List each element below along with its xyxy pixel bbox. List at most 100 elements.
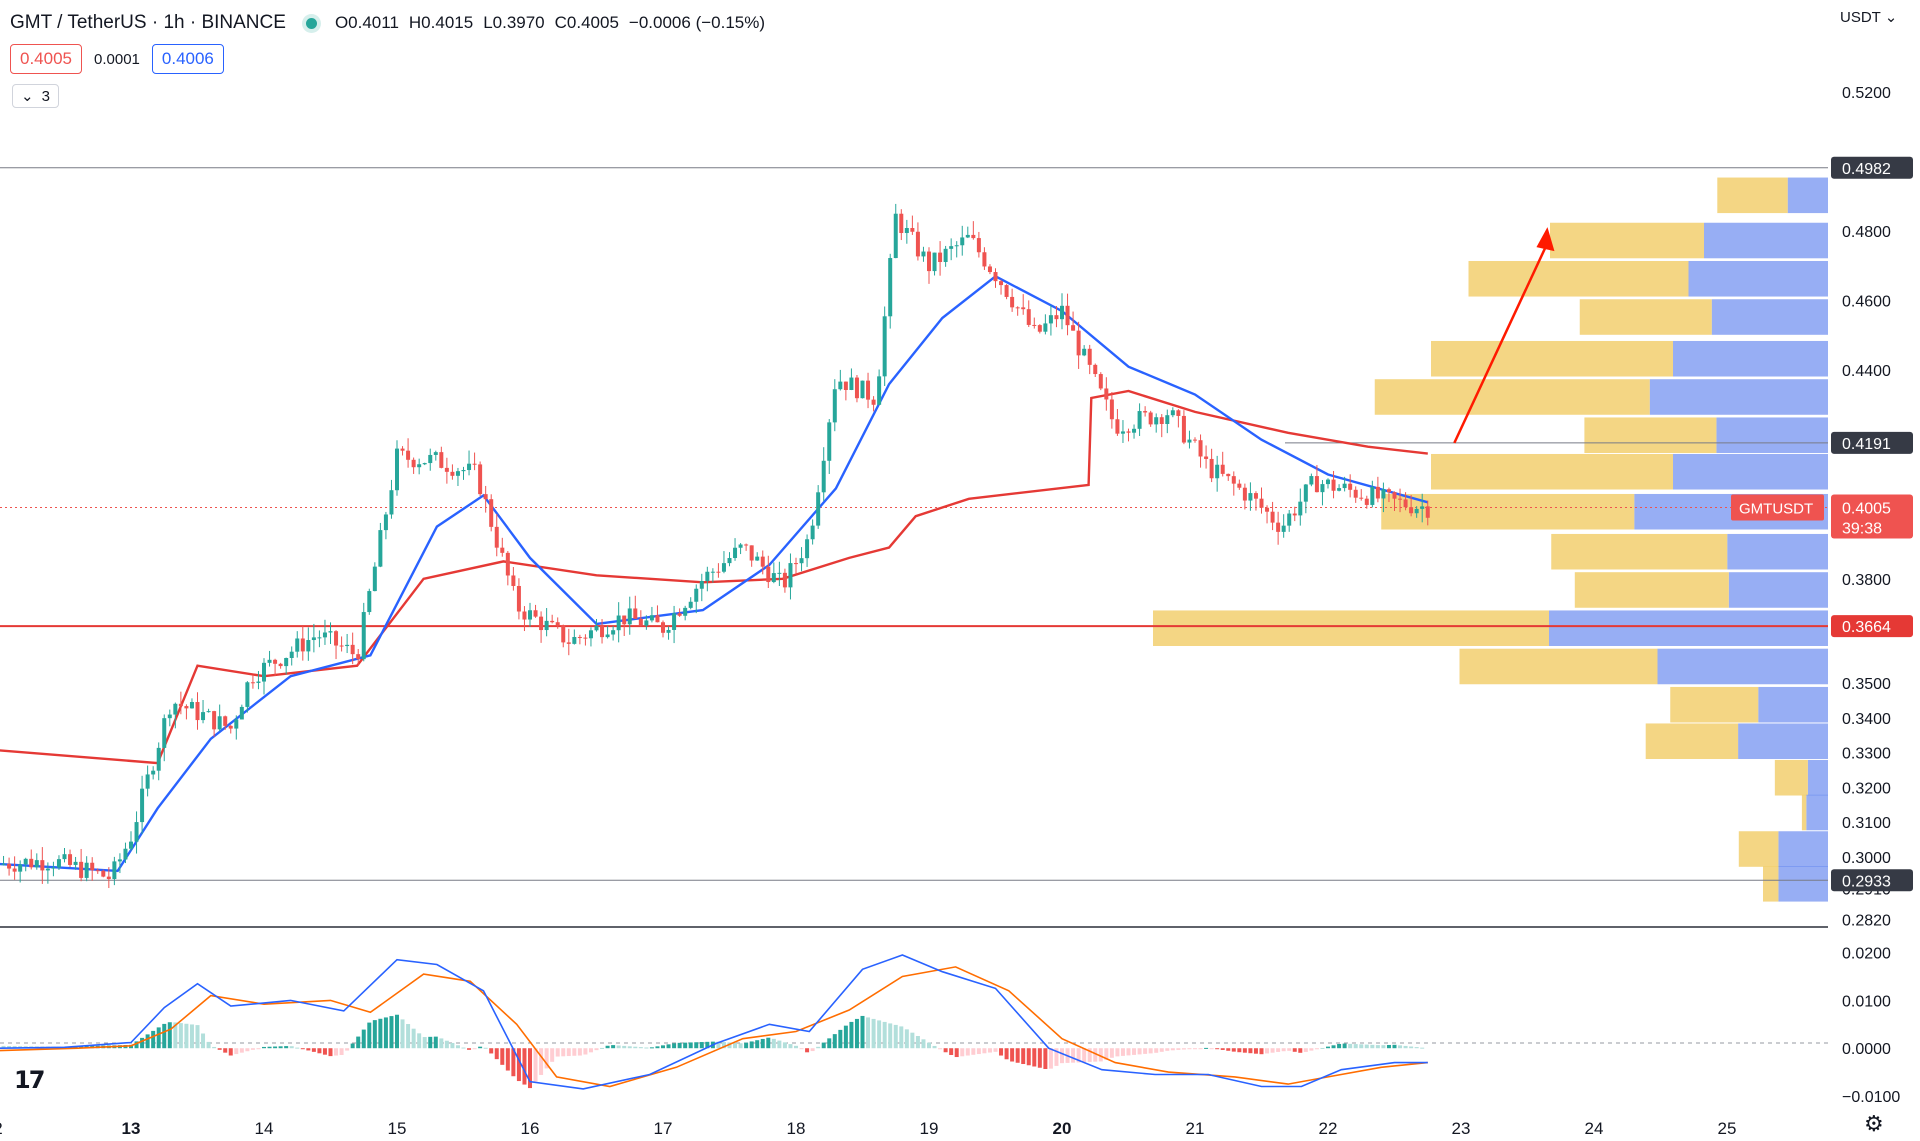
- candle-body: [178, 703, 183, 707]
- macd-histogram-bar: [727, 1042, 732, 1049]
- macd-histogram-bar: [239, 1048, 244, 1053]
- indicators-toggle[interactable]: ⌄ 3: [12, 84, 59, 108]
- candle-body: [688, 601, 693, 608]
- candle-body: [212, 711, 217, 730]
- macd-tick-label: 0.0200: [1842, 946, 1891, 963]
- volume-profile-sell-bar: [1431, 453, 1673, 490]
- candle-body: [666, 629, 671, 633]
- candle-body: [1220, 464, 1225, 474]
- macd-histogram-bar: [1392, 1044, 1397, 1049]
- candle-body: [433, 452, 438, 455]
- time-tick-label: 23: [1452, 1119, 1471, 1138]
- tradingview-logo-icon[interactable]: 𝟭𝟳: [14, 1067, 45, 1094]
- candle-body: [1270, 511, 1275, 523]
- candle-body: [993, 272, 998, 282]
- candle-body: [40, 860, 45, 871]
- candle-body: [1043, 323, 1048, 332]
- time-tick-label: 22: [1319, 1119, 1338, 1138]
- candle-body: [1132, 428, 1137, 433]
- macd-histogram-bar: [400, 1019, 405, 1049]
- volume-profile-sell-bar: [1763, 866, 1779, 902]
- macd-histogram-bar: [1010, 1048, 1015, 1062]
- macd-histogram-bar: [178, 1023, 183, 1049]
- gear-icon[interactable]: ⚙: [1864, 1111, 1884, 1136]
- macd-histogram-bar: [1071, 1048, 1076, 1063]
- macd-histogram-bar: [173, 1022, 178, 1049]
- macd-histogram-bar: [433, 1036, 438, 1049]
- price-label-badge: [1831, 431, 1913, 454]
- candle-body: [1409, 507, 1414, 514]
- macd-histogram-bar: [810, 1048, 815, 1052]
- macd-histogram-bar: [987, 1048, 992, 1053]
- price-tick-label: 0.3500: [1842, 676, 1891, 693]
- macd-histogram-bar: [633, 1046, 638, 1049]
- macd-histogram-bar: [960, 1048, 965, 1057]
- market-status-icon: [305, 17, 317, 29]
- volume-profile-sell-bar: [1670, 686, 1759, 723]
- macd-histogram-bar: [616, 1045, 621, 1049]
- chevron-down-icon: ⌄: [1884, 9, 1898, 26]
- candle-body: [588, 630, 593, 639]
- candle-body: [62, 854, 67, 860]
- spread-value: 0.0001: [94, 50, 140, 68]
- macd-histogram-bar: [561, 1048, 566, 1057]
- macd-histogram-bar: [843, 1025, 848, 1049]
- price-tick-label: 0.2820: [1842, 913, 1891, 930]
- price-label-text: 0.3664: [1842, 619, 1891, 636]
- candle-body: [1215, 464, 1220, 479]
- currency-selector[interactable]: USDT ⌄: [1840, 8, 1897, 26]
- macd-histogram-bar: [289, 1046, 294, 1049]
- macd-histogram-bar: [588, 1048, 593, 1053]
- candle-body: [949, 246, 954, 249]
- candle-body: [217, 716, 222, 730]
- candle-body: [1398, 498, 1403, 500]
- candle-body: [45, 868, 50, 871]
- macd-histogram-bar: [533, 1048, 538, 1082]
- volume-profile-buy-bar: [1806, 794, 1828, 831]
- candle-body: [1242, 487, 1247, 501]
- macd-histogram-bar: [583, 1048, 588, 1055]
- sell-price-button[interactable]: 0.4005: [10, 44, 82, 74]
- macd-histogram-bar: [1359, 1044, 1364, 1049]
- candle-body: [882, 316, 887, 377]
- macd-histogram-bar: [915, 1035, 920, 1049]
- volume-profile-buy-bar: [1657, 648, 1828, 685]
- candle-body: [871, 399, 876, 405]
- macd-histogram-bar: [1126, 1048, 1131, 1056]
- candle-body: [539, 616, 544, 631]
- buy-price-button[interactable]: 0.4006: [151, 44, 224, 74]
- symbol-title[interactable]: GMT / TetherUS · 1h · BINANCE: [10, 12, 286, 33]
- macd-histogram-bar: [500, 1048, 505, 1065]
- candle-body: [1187, 439, 1192, 443]
- candle-body: [810, 525, 815, 540]
- price-tick-label: 0.3200: [1842, 780, 1891, 797]
- candle-body: [904, 228, 909, 234]
- candle-body: [749, 545, 754, 561]
- candle-body: [1265, 507, 1270, 512]
- candle-body: [888, 258, 893, 317]
- candle-body: [367, 591, 372, 613]
- macd-histogram-bar: [893, 1024, 898, 1049]
- macd-histogram-bar: [228, 1048, 233, 1056]
- macd-histogram-bar: [805, 1048, 810, 1053]
- candle-body: [766, 566, 771, 583]
- macd-histogram-bar: [1037, 1048, 1042, 1068]
- candle-body: [1065, 305, 1070, 326]
- candle-body: [361, 612, 366, 660]
- macd-histogram-bar: [1342, 1043, 1347, 1049]
- macd-histogram-bar: [644, 1047, 649, 1049]
- macd-histogram-bar: [738, 1043, 743, 1049]
- macd-histogram-bar: [395, 1014, 399, 1049]
- candle-body: [1087, 348, 1092, 365]
- candle-body: [516, 585, 521, 612]
- candle-body: [744, 544, 749, 546]
- volume-profile-buy-bar: [1673, 453, 1828, 490]
- candle-body: [827, 422, 832, 461]
- macd-histogram-bar: [877, 1020, 882, 1049]
- arrow-head-icon: [1536, 227, 1555, 252]
- macd-histogram-bar: [1259, 1048, 1264, 1055]
- macd-histogram-bar: [777, 1040, 782, 1049]
- macd-histogram-bar: [849, 1021, 854, 1049]
- macd-histogram-bar: [993, 1048, 998, 1052]
